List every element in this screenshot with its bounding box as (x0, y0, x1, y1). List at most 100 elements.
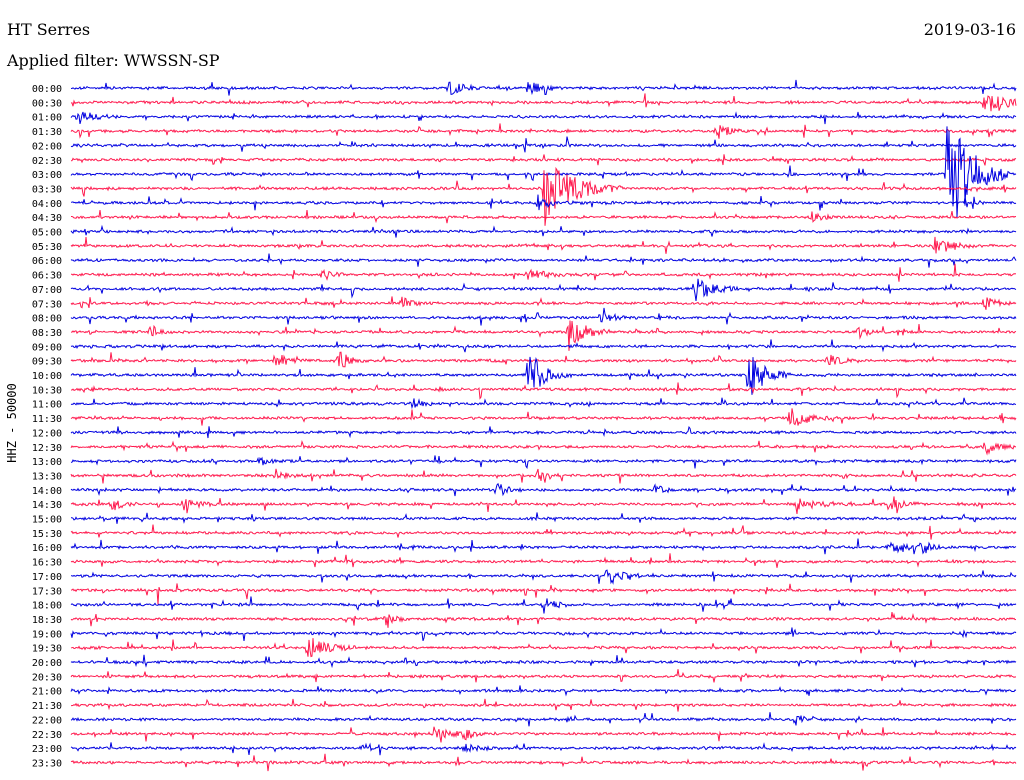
trace-line (70, 583, 1017, 605)
trace-line (70, 726, 1017, 743)
row-time-label: 16:30 (32, 558, 62, 569)
trace-line (70, 638, 1017, 658)
trace-line (70, 236, 1017, 254)
row-time-label: 20:00 (32, 658, 62, 669)
trace-line (70, 627, 1017, 641)
row-time-label: 21:00 (32, 687, 62, 698)
trace-line (70, 596, 1017, 614)
row-time-label: 18:30 (32, 615, 62, 626)
trace-line (70, 426, 1017, 439)
trace-line (70, 524, 1017, 540)
trace-line (70, 712, 1017, 727)
row-time-label: 00:00 (32, 84, 62, 95)
row-time-label: 13:30 (32, 471, 62, 482)
trace-line (70, 612, 1017, 628)
row-time-label: 22:30 (32, 730, 62, 741)
trace-line (70, 408, 1017, 426)
y-axis-label: HHZ - 50000 (5, 383, 19, 462)
trace-line (70, 307, 1017, 326)
trace-line (70, 439, 1017, 456)
trace-line (71, 382, 1017, 400)
row-time-label: 05:00 (32, 228, 62, 239)
trace-line (70, 512, 1017, 524)
row-time-label: 14:30 (32, 500, 62, 511)
row-time-label: 01:30 (32, 127, 62, 138)
trace-line (70, 166, 1017, 226)
row-time-label: 21:30 (32, 701, 62, 712)
filter-label: Applied filter: WWSSN-SP (7, 51, 220, 70)
trace-line (70, 654, 1017, 669)
row-time-label: 12:30 (32, 443, 62, 454)
row-time-label: 04:30 (32, 213, 62, 224)
row-time-label: 09:00 (32, 342, 62, 353)
row-time-label: 06:30 (32, 271, 62, 282)
trace-line (70, 123, 1017, 139)
trace-line (70, 93, 1017, 112)
row-time-label: 00:30 (32, 98, 62, 109)
row-time-label: 22:00 (32, 715, 62, 726)
trace-line (70, 397, 1017, 410)
row-time-label: 15:30 (32, 529, 62, 540)
trace-line (71, 263, 1017, 282)
row-time-label: 11:30 (32, 414, 62, 425)
row-time-label: 09:30 (32, 357, 62, 368)
row-time-label: 19:30 (32, 644, 62, 655)
row-time-label: 02:00 (32, 141, 62, 152)
row-time-label: 05:30 (32, 242, 62, 253)
row-time-label: 06:00 (32, 256, 62, 267)
trace-line (70, 194, 1017, 211)
row-time-label: 08:30 (32, 328, 62, 339)
row-time-label: 10:30 (32, 385, 62, 396)
row-time-label: 16:00 (32, 543, 62, 554)
trace-line (70, 351, 1017, 368)
row-time-label: 20:30 (32, 672, 62, 683)
row-time-label: 14:00 (32, 486, 62, 497)
row-time-label: 04:00 (32, 199, 62, 210)
trace-line (70, 79, 1017, 96)
row-time-label: 23:30 (32, 758, 62, 769)
trace-line (70, 339, 1017, 353)
trace-line (70, 553, 1017, 568)
row-time-label: 13:00 (32, 457, 62, 468)
trace-line (70, 278, 1017, 301)
row-time-label: 02:30 (32, 156, 62, 167)
trace-line (70, 569, 1017, 585)
trace-line (70, 111, 1017, 125)
row-time-label: 10:00 (32, 371, 62, 382)
trace-line (70, 742, 1017, 756)
row-time-label: 15:00 (32, 515, 62, 526)
trace-line (70, 296, 1017, 310)
row-time-label: 19:00 (32, 629, 62, 640)
trace-line (70, 753, 1017, 772)
row-time-label: 17:30 (32, 586, 62, 597)
trace-line (70, 685, 1017, 697)
row-time-label: 11:00 (32, 400, 62, 411)
station-title: HT Serres (7, 20, 91, 39)
trace-line (70, 136, 1017, 153)
trace-line (70, 669, 1017, 683)
trace-line (70, 455, 1017, 469)
trace-line (70, 253, 1017, 268)
row-time-label: 07:00 (32, 285, 62, 296)
trace-line (70, 154, 1017, 166)
trace-line (71, 320, 1017, 351)
row-time-label: 18:00 (32, 601, 62, 612)
row-time-label: 01:00 (32, 113, 62, 124)
trace-line (70, 538, 1017, 555)
row-time-label: 03:30 (32, 184, 62, 195)
row-time-label: 03:00 (32, 170, 62, 181)
trace-line (70, 224, 1017, 238)
row-time-label: 12:00 (32, 428, 62, 439)
date-label: 2019-03-16 (923, 20, 1016, 39)
trace-line (71, 210, 1017, 224)
trace-rows: 00:00 00:30 01:00 01:30 02:00 02:30 03:00 03:30… (32, 79, 1017, 772)
trace-line (70, 496, 1017, 514)
trace-line (70, 356, 1017, 395)
row-time-label: 07:30 (32, 299, 62, 310)
row-time-label: 17:00 (32, 572, 62, 583)
trace-line (71, 698, 1017, 712)
row-time-label: 23:00 (32, 744, 62, 755)
row-time-label: 08:00 (32, 314, 62, 325)
trace-line (70, 468, 1017, 484)
